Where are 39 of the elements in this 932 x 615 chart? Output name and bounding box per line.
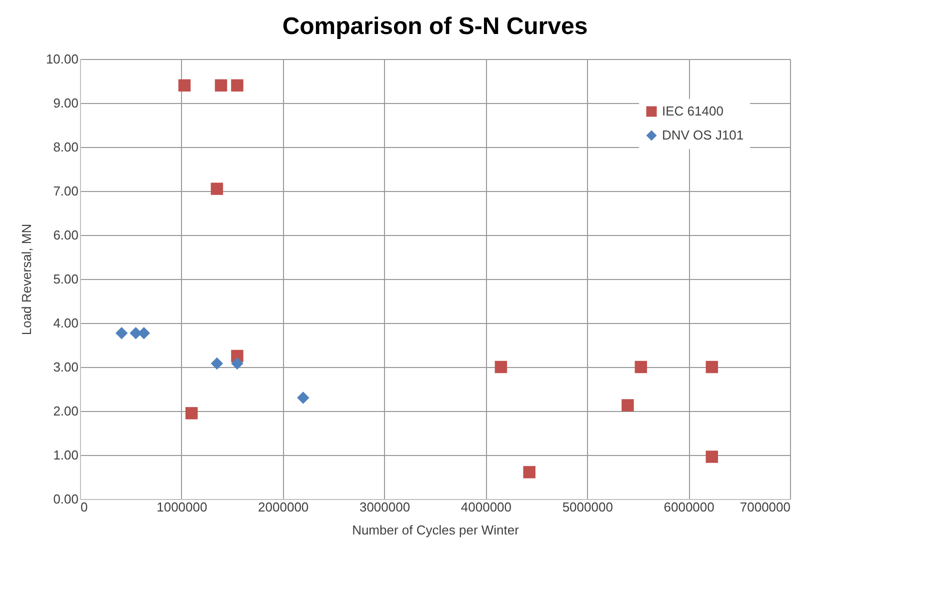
x-tick-label: 0 [80,500,88,514]
point [210,357,224,370]
x-tick-label: 2000000 [258,500,309,514]
x-tick-label: 3000000 [359,500,410,514]
point [494,360,508,374]
legend-label: DNV OS J101 [662,128,744,142]
y-tick-label: 8.00 [53,140,78,154]
point [214,79,228,92]
point [115,326,128,340]
point [210,182,224,195]
x-tick-label: 6000000 [664,500,714,514]
point [706,450,718,463]
y-tick-label: 10.00 [46,52,78,66]
x-tick-label: 1000000 [156,500,208,514]
y-tick-label: 9.00 [53,96,78,110]
point [297,392,310,404]
y-tick-label: 5.00 [53,272,78,286]
point [622,399,634,412]
legend-label: IEC 61400 [662,104,724,118]
point [185,407,198,420]
point [231,79,244,92]
y-tick-label: 2.00 [53,404,78,418]
y-tick-label: 7.00 [53,184,78,198]
y-tick-label: 1.00 [53,448,78,462]
y-tick-label: 3.00 [53,360,78,374]
y-axis-title: Load Reversal, MN [18,224,34,336]
point [231,357,244,370]
y-tick-label: 0.00 [53,492,78,506]
point [706,360,718,374]
y-tick-label: 6.00 [53,228,78,242]
x-tick-label: 5000000 [562,500,613,514]
point [634,360,648,374]
point [523,466,536,478]
x-tick-label: 4000000 [460,500,512,514]
y-tick-label: 4.00 [53,316,78,330]
chart-title: Comparison of S-N Curves [282,13,588,40]
x-axis-title: Number of Cycles per Winter [352,522,520,538]
point [178,79,191,92]
x-tick-label: 7000000 [740,500,790,514]
